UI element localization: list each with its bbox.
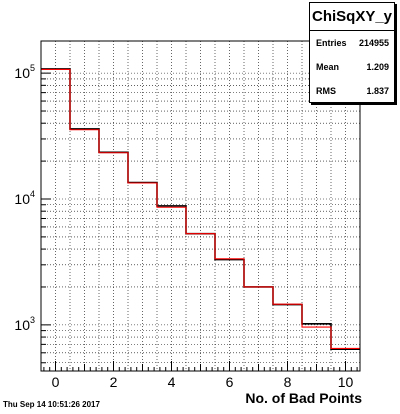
- stats-mean-label: Mean: [316, 62, 340, 72]
- axis-tick-labels: 0 2 4 6 8 10 103 104 105: [14, 63, 353, 390]
- stats-box: ChiSqXY_y Entries 214955 Mean 1.209 RMS …: [309, 2, 395, 103]
- x-axis-title: No. of Bad Points: [245, 390, 362, 406]
- stats-rms-row: RMS 1.837: [310, 79, 394, 103]
- stats-entries-label: Entries: [316, 38, 347, 48]
- timestamp: Thu Sep 14 10:51:26 2017: [3, 400, 100, 409]
- x-tick-label: 8: [284, 374, 292, 390]
- stats-mean-value: 1.209: [366, 62, 389, 72]
- series-1: [41, 68, 360, 349]
- histogram-series: [41, 68, 360, 351]
- x-tick-label: 10: [338, 374, 354, 390]
- stats-rms-label: RMS: [316, 86, 336, 96]
- axis-ticks: [41, 72, 358, 371]
- y-tick-label: 104: [14, 189, 35, 207]
- stats-entries-row: Entries 214955: [310, 31, 394, 55]
- y-tick-label: 105: [14, 63, 35, 81]
- stats-mean-row: Mean 1.209: [310, 55, 394, 79]
- x-tick-label: 6: [226, 374, 234, 390]
- stats-entries-value: 214955: [358, 38, 389, 48]
- y-tick-label: 103: [14, 315, 35, 333]
- x-tick-label: 4: [168, 374, 176, 390]
- stats-rms-value: 1.837: [366, 86, 389, 96]
- x-tick-label: 2: [110, 374, 118, 390]
- stats-title: ChiSqXY_y: [310, 3, 394, 31]
- x-tick-label: 0: [52, 374, 60, 390]
- series-line: [41, 68, 360, 349]
